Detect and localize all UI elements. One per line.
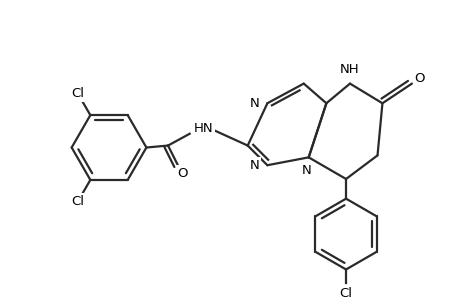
Text: Cl: Cl — [72, 87, 84, 101]
Text: Cl: Cl — [72, 195, 84, 208]
Text: N: N — [249, 97, 259, 110]
Text: HN: HN — [193, 122, 213, 135]
Text: NH: NH — [340, 63, 359, 76]
Text: Cl: Cl — [339, 286, 352, 300]
Text: O: O — [414, 72, 424, 85]
Text: N: N — [249, 159, 259, 172]
Text: O: O — [177, 167, 188, 180]
Text: N: N — [301, 164, 311, 177]
